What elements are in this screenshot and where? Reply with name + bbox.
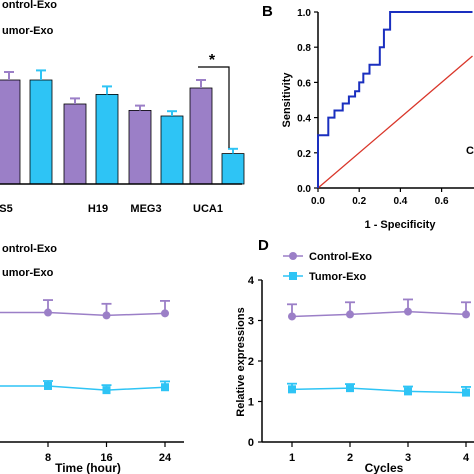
- x-tick-label: 3: [405, 452, 411, 464]
- panel-a-bars: [0, 69, 245, 185]
- x-tick-label: 0.6: [435, 196, 449, 207]
- y-tick-label: 0.0: [297, 184, 311, 195]
- legend-marker-control: [289, 252, 297, 260]
- data-point: [288, 385, 296, 394]
- data-point: [102, 311, 111, 320]
- x-tick-label: 0.2: [352, 196, 366, 207]
- data-point: [404, 307, 412, 316]
- data-point: [161, 309, 169, 318]
- data-point: [346, 310, 354, 319]
- bar-control-exo-meg3: [128, 110, 152, 185]
- panel-d-y-label: Relative expressions: [235, 307, 247, 416]
- y-tick-label: 3: [248, 316, 254, 328]
- panel-b-y-label: Sensitivity: [281, 72, 293, 128]
- panel-c-x-label: Time (hour): [55, 461, 121, 474]
- legend-label-tumor: Tumor-Exo: [309, 271, 367, 283]
- panel-b-plot: 0.0 0.2 0.4 0.6 0.8 1.0 0.0 0.2 0.4 0.6 1 - Specif…: [281, 8, 474, 231]
- panel-label-d: D: [258, 237, 269, 254]
- bar-control-exo-s5: [0, 79, 21, 185]
- data-point: [462, 310, 470, 319]
- y-tick-label: 0.2: [297, 149, 311, 160]
- tick-label-h19: H19: [88, 203, 108, 215]
- bar-tumor-exo-h19: [95, 94, 119, 185]
- panel-label-b: B: [262, 3, 273, 20]
- panel-a-axis: S5 H19 MEG3 UCA1 *: [0, 52, 242, 215]
- y-tick-label: 4: [248, 275, 255, 287]
- series-line-1: [0, 385, 166, 391]
- panel-d: D C Control-Exo Tumor-Exo 0 1 2 3 4 1 2 3 4 Cycles R…: [235, 145, 474, 474]
- panel-b: B 0.0 0.2 0.4 0.6 0.8 1.0 0.0 0.2 0.4 0.6 1 - Spec…: [262, 3, 474, 231]
- data-point: [288, 312, 296, 321]
- legend-label-tumor: umor-Exo: [2, 267, 54, 279]
- y-tick-label: 0: [248, 437, 254, 449]
- x-tick-label: 0.0: [311, 196, 325, 207]
- data-point: [404, 387, 412, 396]
- panel-c-plot: ontrol-Exo umor-Exo 8 16 24 Time (hour): [0, 243, 184, 474]
- x-tick-label: 16: [100, 452, 112, 464]
- x-tick-label: 1: [289, 452, 295, 464]
- panel-d-x-label: Cycles: [365, 461, 404, 474]
- data-point: [44, 308, 52, 317]
- legend-marker-tumor: [289, 272, 297, 280]
- roc-curve: [317, 11, 473, 188]
- y-tick-label: 0.6: [297, 78, 311, 89]
- x-tick-label: 0.4: [393, 196, 407, 207]
- x-tick-label: 4: [463, 452, 470, 464]
- y-tick-label: 1.0: [297, 8, 311, 19]
- data-point: [102, 386, 111, 395]
- panel-d-plot: Control-Exo Tumor-Exo 0 1 2 3 4 1 2 3 4 Cycles Relat…: [235, 251, 474, 474]
- panel-b-x-label: 1 - Specificity: [365, 219, 437, 231]
- data-point: [462, 388, 470, 397]
- tick-label-s5: S5: [0, 203, 13, 215]
- legend-label-control: Control-Exo: [309, 251, 372, 263]
- y-tick-label: 0.4: [297, 114, 311, 125]
- panel-b-edge-letter: C: [466, 145, 474, 157]
- significance-star: *: [209, 52, 216, 69]
- bar-tumor-exo-uca1: [221, 153, 245, 185]
- panel-a: ontrol-Exo umor-Exo S5 H19 MEG3 UCA1 *: [0, 0, 245, 215]
- bar-tumor-exo-meg3: [160, 115, 184, 185]
- data-point: [161, 383, 169, 392]
- series-line-1: [291, 387, 467, 394]
- bar-control-exo-uca1: [189, 87, 213, 185]
- legend-label-tumor: umor-Exo: [2, 25, 54, 37]
- y-tick-label: 0.8: [297, 43, 311, 54]
- series-line-0: [291, 310, 467, 318]
- x-tick-label: 24: [159, 452, 172, 464]
- legend-label-control: ontrol-Exo: [2, 243, 57, 255]
- data-point: [44, 381, 52, 390]
- bar-tumor-exo-s5: [29, 79, 53, 185]
- panel-c: ontrol-Exo umor-Exo 8 16 24 Time (hour): [0, 243, 184, 474]
- y-tick-label: 2: [248, 356, 254, 368]
- y-tick-label: 1: [248, 397, 254, 409]
- significance-bracket: [198, 66, 230, 148]
- data-point: [346, 384, 354, 393]
- x-tick-label: 2: [347, 452, 353, 464]
- reference-diagonal: [317, 55, 473, 189]
- tick-label-uca1: UCA1: [193, 203, 223, 215]
- panel-a-legend: ontrol-Exo umor-Exo: [2, 0, 57, 37]
- bar-control-exo-h19: [63, 103, 87, 185]
- tick-label-meg3: MEG3: [130, 203, 161, 215]
- series-line-0: [0, 311, 166, 317]
- x-tick-label: 8: [45, 452, 51, 464]
- legend-label-control: ontrol-Exo: [2, 0, 57, 11]
